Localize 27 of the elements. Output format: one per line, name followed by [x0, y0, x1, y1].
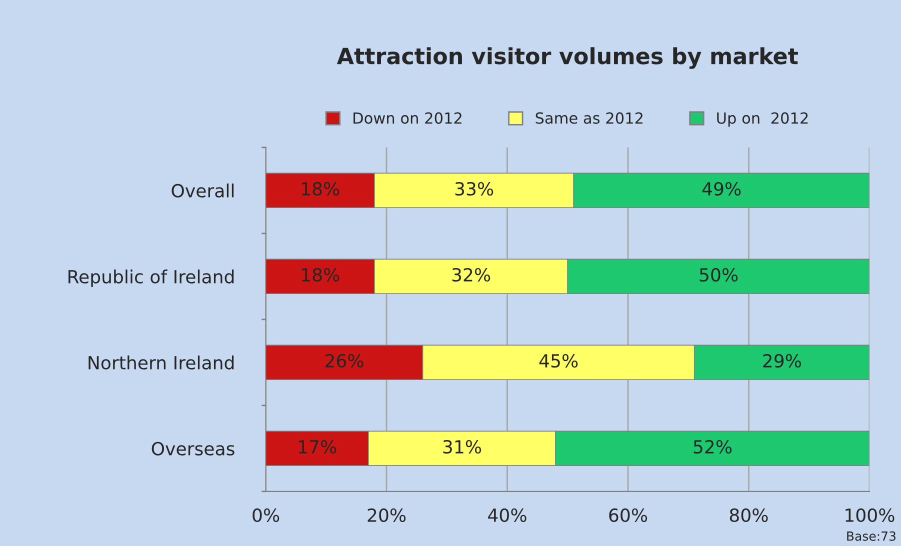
data-label: 33%: [455, 182, 494, 196]
data-label: 52%: [694, 440, 732, 454]
data-label: 18%: [302, 182, 340, 196]
y-tick-label: Overseas: [152, 442, 234, 456]
legend-label: Same as 2012: [536, 112, 642, 124]
data-label: 18%: [302, 268, 340, 282]
data-label: 26%: [326, 354, 364, 368]
data-label: 32%: [452, 268, 490, 282]
text: Base:73: [847, 531, 896, 541]
data-label: 45%: [539, 354, 578, 368]
legend-label: Up on 2012: [717, 112, 808, 127]
x-tick-label: 80%: [730, 508, 768, 522]
y-tick-label: Republic of Ireland: [68, 270, 234, 288]
data-label: 17%: [299, 440, 336, 454]
data-label: 31%: [443, 440, 482, 454]
legend-label: Down on 2012: [354, 112, 462, 124]
y-tick-label: Overall: [172, 184, 234, 198]
x-tick-label: 40%: [488, 508, 526, 522]
chart-title: Attraction visitor volumes by market: [336, 47, 798, 69]
x-tick-label: 60%: [609, 508, 648, 522]
y-tick-label: Northern Ireland: [88, 356, 234, 370]
data-label: 50%: [700, 268, 738, 282]
data-label: 29%: [763, 354, 801, 368]
x-tick-label: 20%: [368, 508, 406, 522]
x-tick-label: 0%: [252, 508, 280, 522]
x-tick-label: 100%: [846, 508, 894, 522]
data-label: 49%: [702, 182, 741, 196]
